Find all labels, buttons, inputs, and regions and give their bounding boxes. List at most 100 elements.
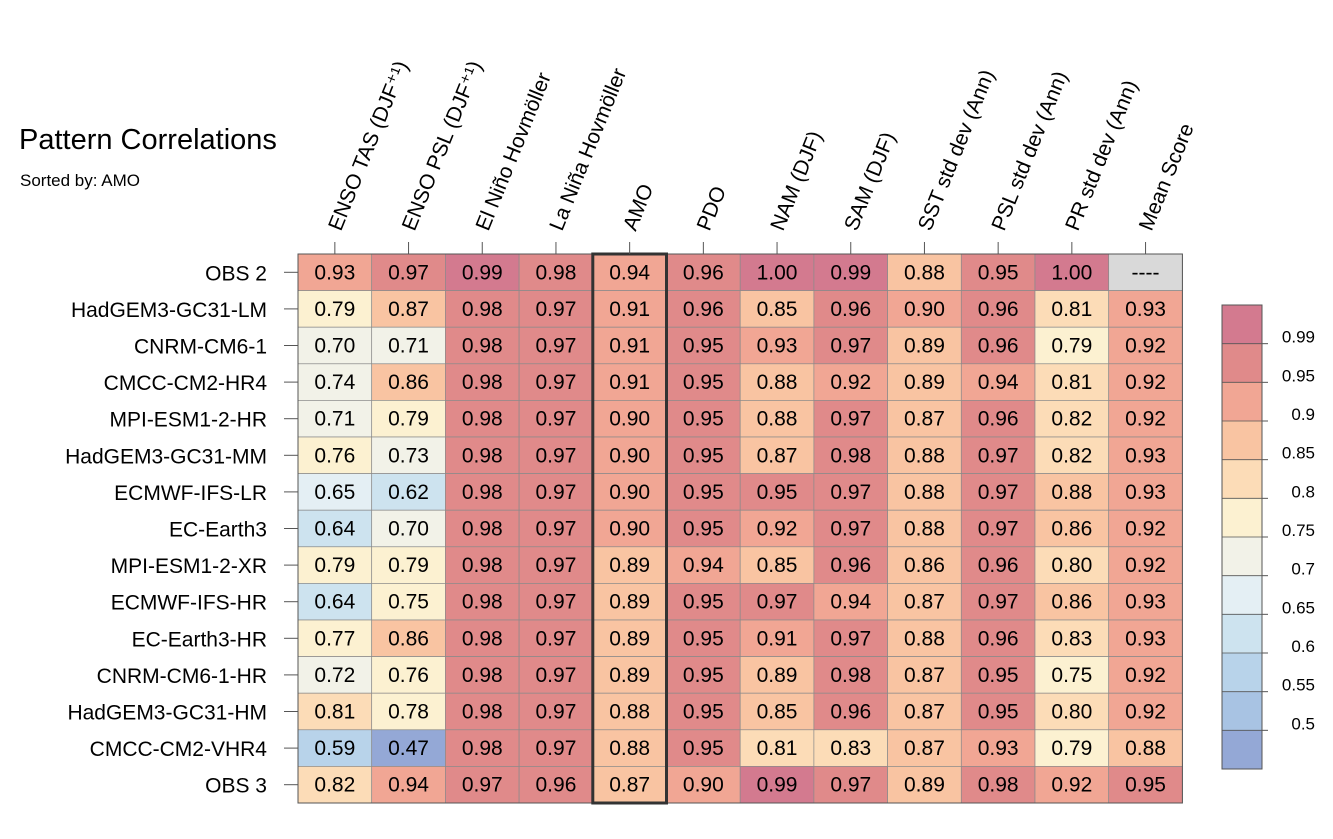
cell-value-label: 0.97 (830, 774, 871, 797)
colorbar-tick-label: 0.5 (1291, 714, 1315, 733)
heatmap-cell (1108, 363, 1183, 401)
heatmap-cell (739, 436, 815, 474)
heatmap-cell (592, 729, 667, 767)
cell-value-label: 0.97 (536, 591, 577, 614)
cell-value-label: 0.98 (462, 335, 503, 358)
cell-value-label: 0.92 (830, 371, 871, 394)
cell-value-label: 0.97 (830, 408, 871, 431)
colorbar-swatch (1222, 691, 1262, 731)
heatmap-cell (518, 583, 594, 621)
heatmap-cell (371, 656, 446, 694)
heatmap-cell (739, 253, 815, 291)
heatmap-cell (887, 436, 962, 474)
row-label: MPI-ESM1-2-HR (109, 409, 267, 432)
cell-value-label: 0.92 (1125, 335, 1166, 358)
row-label: CMCC-CM2-VHR4 (90, 738, 268, 761)
cell-value-label: 0.94 (683, 554, 724, 577)
heatmap-cell (518, 546, 594, 584)
cell-value-label: 0.97 (536, 444, 577, 467)
row-label: EC-Earth3 (169, 519, 267, 542)
heatmap-cell (445, 546, 520, 584)
heatmap-cell (518, 766, 594, 804)
cell-value-label: 0.93 (1125, 298, 1166, 321)
heatmap-cell (1108, 583, 1183, 621)
cell-value-label: 0.96 (683, 261, 724, 284)
heatmap-cell (297, 473, 373, 511)
heatmap-cell (887, 692, 962, 731)
heatmap-cell (371, 290, 446, 328)
heatmap-cell (813, 546, 888, 584)
cell-value-label: 0.77 (314, 627, 355, 650)
cell-value-label: 0.91 (609, 335, 650, 358)
cell-value-label: 0.91 (609, 298, 650, 321)
heatmap-cell (666, 436, 741, 474)
heatmap-cell (518, 290, 594, 328)
cell-value-label: 0.96 (978, 627, 1019, 650)
cell-value-label: 0.90 (683, 774, 724, 797)
cell-value-label: 0.88 (1125, 737, 1166, 760)
cell-value-label: 0.79 (1051, 335, 1092, 358)
heatmap-cell (297, 619, 373, 657)
column-header: La Niña Hovmöller (545, 65, 631, 234)
cell-value-label: 0.79 (1051, 737, 1092, 760)
cell-value-label: 0.97 (978, 481, 1019, 504)
cell-value-label: 0.70 (314, 335, 355, 358)
cell-value-label: 0.65 (314, 481, 355, 504)
heatmap-cell (518, 619, 594, 657)
heatmap-cell (813, 473, 888, 511)
heatmap-cell (887, 656, 962, 694)
heatmap-cell (1108, 546, 1183, 584)
heatmap-cell (445, 766, 520, 804)
heatmap-cell (813, 290, 888, 328)
heatmap-cell (666, 400, 741, 438)
cell-value-label: 0.97 (536, 701, 577, 724)
colorbar-frame (1221, 304, 1263, 770)
cell-value-label: 0.72 (314, 664, 355, 687)
row-label: HadGEM3-GC31-HM (67, 702, 267, 725)
cell-value-label: 0.98 (462, 701, 503, 724)
cell-value-label: 0.89 (757, 664, 798, 687)
cell-value-label: 0.97 (978, 444, 1019, 467)
heatmap-cell (1034, 400, 1110, 438)
heatmap-cell (592, 656, 667, 694)
heatmap-cell (813, 583, 888, 621)
cell-value-label: 0.93 (1125, 591, 1166, 614)
cell-value-label: 0.79 (388, 554, 429, 577)
cell-value-label: 0.95 (683, 335, 724, 358)
cell-value-label: 0.88 (904, 518, 945, 541)
heatmap-cell (887, 546, 962, 584)
cell-value-label: 0.89 (609, 627, 650, 650)
heatmap-cell (1034, 546, 1110, 584)
cell-value-label: 0.71 (388, 335, 429, 358)
heatmap-cell (960, 729, 1036, 767)
cell-value-label: 0.91 (609, 371, 650, 394)
cell-value-label: 0.88 (904, 261, 945, 284)
cell-value-label: 0.76 (388, 664, 429, 687)
cell-value-label: 0.95 (683, 627, 724, 650)
cell-value-label: 0.92 (1051, 774, 1092, 797)
colorbar-tick-label: 0.85 (1282, 444, 1315, 463)
colorbar-tick-label: 0.9 (1291, 405, 1315, 424)
cell-value-label: 0.97 (536, 371, 577, 394)
cell-value-label: 0.95 (978, 664, 1019, 687)
heatmap-cell (371, 436, 446, 474)
cell-value-label: 0.70 (388, 518, 429, 541)
cell-value-label: 0.95 (1125, 774, 1166, 797)
heatmap-cell (813, 400, 888, 438)
cell-value-label: 0.95 (757, 481, 798, 504)
heatmap-cell (739, 583, 815, 621)
cell-value-label: 0.47 (388, 737, 429, 760)
heatmap-cells: 0.93 0.97 0.99 0.98 0.94 0.96 1.00 0.99 0.88 0.95… (297, 252, 1183, 805)
cell-value-label: 0.97 (978, 591, 1019, 614)
cell-value-label: 0.85 (757, 554, 798, 577)
column-header: ENSO PSL (DJF⁺¹) (398, 58, 487, 234)
heatmap-cell (666, 583, 741, 621)
heatmap-cell (297, 729, 373, 767)
cell-value-label: 0.87 (904, 737, 945, 760)
colorbar-tick-label: 0.8 (1291, 482, 1315, 501)
colorbar-swatch (1222, 537, 1262, 576)
cell-value-label: 0.81 (314, 701, 355, 724)
cell-value-label: 0.62 (388, 481, 429, 504)
heatmap-cell (1108, 436, 1183, 474)
cell-value-label: 0.74 (314, 371, 355, 394)
